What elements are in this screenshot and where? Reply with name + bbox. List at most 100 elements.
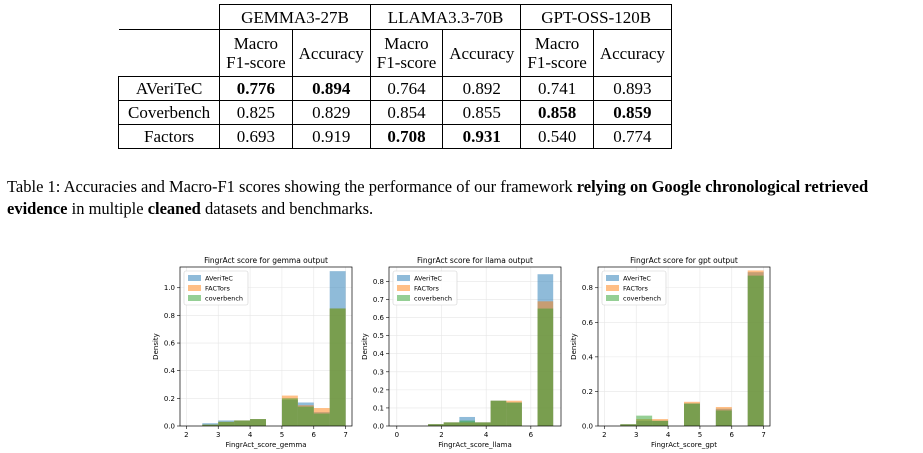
table-cell: 0.894 <box>291 76 371 101</box>
caption-emphasis: cleaned <box>147 199 201 218</box>
caption-emphasis: relying on Google chronological retrieve… <box>7 177 869 218</box>
y-axis-label: Density <box>152 333 160 360</box>
legend-swatch <box>606 295 619 301</box>
x-tick-label: 4 <box>248 431 253 439</box>
x-tick-label: 6 <box>730 431 735 439</box>
histogram-bar <box>715 410 732 426</box>
table-cell: 0.774 <box>592 124 672 149</box>
y-tick-label: 0.1 <box>373 404 384 412</box>
histogram-bar <box>443 422 460 426</box>
chart-title: FingrAct score for gemma output <box>204 256 328 265</box>
histogram-bar <box>747 275 764 426</box>
x-tick-label: 4 <box>666 431 671 439</box>
y-tick-label: 0.5 <box>373 332 384 340</box>
table-cell: 0.919 <box>291 124 371 149</box>
chart-svg: 2 3 4 5 6 7 0.0 0.2 0.4 0.6 0.8 FingrAct score for … <box>570 256 771 449</box>
x-axis-label: FingrAct_score_llama <box>438 441 512 449</box>
histogram-bar <box>490 400 507 426</box>
legend-swatch <box>606 285 619 291</box>
metric-header-macro-f1: Macro F1-score <box>369 29 444 77</box>
metric-header-accuracy: Accuracy <box>592 29 672 77</box>
row-label: AVeriTeC <box>117 76 221 101</box>
table-caption: Table 1: Accuracies and Macro-F1 scores … <box>7 177 869 218</box>
y-tick-label: 0.0 <box>164 423 175 431</box>
table-row: Factors 0.693 0.919 0.708 0.931 0.540 0.… <box>117 124 672 149</box>
y-tick-label: 0.6 <box>164 340 176 348</box>
row-label: Factors <box>117 124 221 149</box>
x-tick-label: 2 <box>184 431 188 439</box>
legend-label: coverbench <box>414 295 452 303</box>
histogram-bar <box>620 424 637 426</box>
table-cell: 0.764 <box>369 76 444 101</box>
table-cell: 0.693 <box>219 124 293 149</box>
legend-swatch <box>188 295 201 301</box>
chart-svg: 2 3 4 5 6 7 0.0 0.2 0.4 0.6 0.8 1.0 FingrAct score f… <box>152 256 353 449</box>
histogram-bar <box>652 420 669 426</box>
x-tick-label: 2 <box>602 431 606 439</box>
y-tick-label: 0.4 <box>164 367 176 375</box>
x-tick-label: 5 <box>280 431 284 439</box>
table-row: Coverbench 0.825 0.829 0.854 0.855 0.858… <box>117 100 672 125</box>
x-tick-label: 7 <box>343 431 347 439</box>
plot-frame <box>179 266 353 427</box>
histogram-bar <box>297 406 314 426</box>
x-axis-label: FingrAct_score_gemma <box>226 441 307 449</box>
legend-swatch <box>606 275 619 281</box>
metric-header-macro-f1: Macro F1-score <box>219 29 293 77</box>
legend-swatch <box>397 295 410 301</box>
y-tick-label: 0.0 <box>373 423 384 431</box>
histogram-bar <box>537 308 554 426</box>
legend-label: FACTors <box>414 285 440 293</box>
table-cell: 0.859 <box>592 100 672 125</box>
y-tick-label: 0.6 <box>582 319 594 327</box>
y-tick-label: 0.6 <box>373 314 385 322</box>
x-tick-label: 0 <box>395 431 399 439</box>
table-cell: 0.893 <box>592 76 672 101</box>
table-cell: 0.540 <box>520 124 594 149</box>
table-row: AVeriTeC 0.776 0.894 0.764 0.892 0.741 0… <box>117 76 672 101</box>
histogram-bar <box>250 419 266 426</box>
y-tick-label: 0.4 <box>373 350 385 358</box>
x-tick-label: 6 <box>312 431 317 439</box>
histogram-bar <box>234 420 251 426</box>
plot-frame <box>388 266 562 427</box>
y-tick-label: 0.2 <box>582 388 593 396</box>
x-tick-label: 3 <box>634 431 638 439</box>
legend-label: coverbench <box>205 295 243 303</box>
table-cell: 0.825 <box>219 100 293 125</box>
histogram-gemma: 2 3 4 5 6 7 0.0 0.2 0.4 0.6 0.8 1.0 FingrAct score f… <box>146 250 362 450</box>
y-tick-label: 0.2 <box>373 386 384 394</box>
histogram-bar <box>475 422 491 426</box>
y-axis-label: Density <box>361 333 369 360</box>
histogram-bar <box>281 398 298 426</box>
x-tick-label: 6 <box>529 431 534 439</box>
model-header-gpt: GPT-OSS-120B <box>520 4 672 30</box>
x-tick-label: 2 <box>439 431 443 439</box>
table-cell: 0.741 <box>520 76 594 101</box>
metric-header-macro-f1: Macro F1-score <box>520 29 594 77</box>
legend-swatch <box>188 285 201 291</box>
legend-swatch <box>188 275 201 281</box>
y-axis-label: Density <box>570 333 578 360</box>
plot-frame <box>597 266 771 427</box>
histogram-bar <box>202 424 219 426</box>
legend-label: AVeriTeC <box>205 275 233 283</box>
y-tick-label: 0.2 <box>164 395 175 403</box>
metric-header-accuracy: Accuracy <box>442 29 522 77</box>
model-header-gemma: GEMMA3-27B <box>219 4 371 30</box>
table-cell: 0.931 <box>442 124 522 149</box>
table-cell: 0.708 <box>369 124 444 149</box>
table-cell: 0.892 <box>442 76 522 101</box>
metric-header-accuracy: Accuracy <box>291 29 371 77</box>
histogram-llama: 0 2 4 6 0.0 0.1 0.2 0.3 0.4 0.5 0.6 0.7 0.8 FingrAct … <box>355 250 571 450</box>
histogram-bar <box>329 308 346 426</box>
x-axis-label: FingrAct_score_gpt <box>651 441 717 449</box>
table-cell: 0.829 <box>291 100 371 125</box>
table-cell: 0.855 <box>442 100 522 125</box>
y-tick-label: 0.4 <box>582 353 594 361</box>
histogram-bar <box>313 413 330 426</box>
histogram-gpt: 2 3 4 5 6 7 0.0 0.2 0.4 0.6 0.8 FingrAct score for … <box>564 250 780 450</box>
y-tick-label: 1.0 <box>164 284 175 292</box>
legend-label: FACTors <box>623 285 649 293</box>
y-tick-label: 0.8 <box>373 278 384 286</box>
